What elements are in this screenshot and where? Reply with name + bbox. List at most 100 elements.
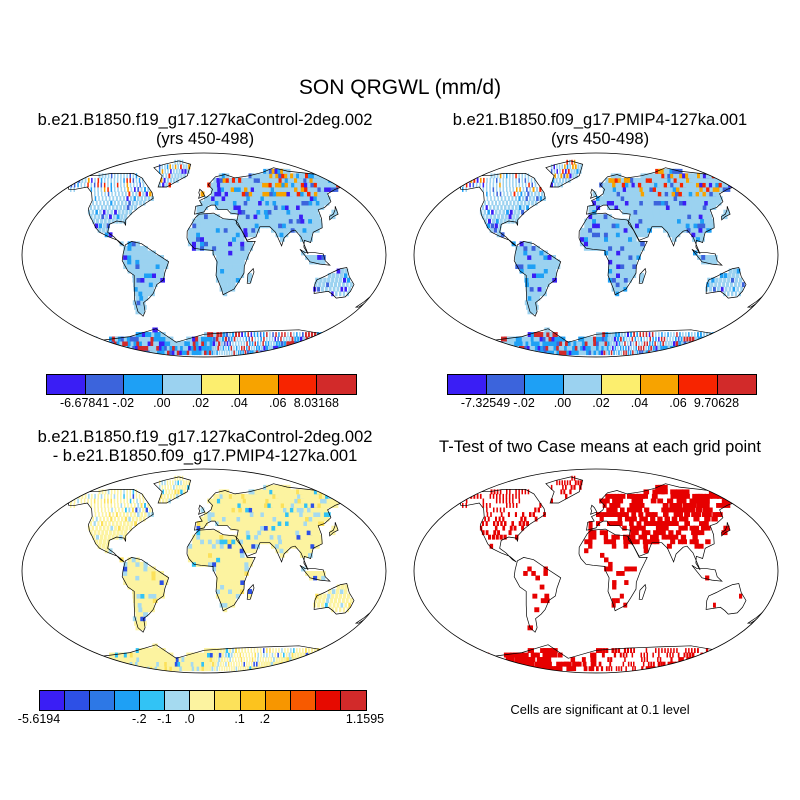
map-grid-cell bbox=[196, 209, 201, 215]
map-grid-cell bbox=[288, 205, 295, 210]
map-grid-cell bbox=[250, 177, 256, 183]
map-grid-cell bbox=[155, 575, 160, 581]
map-grid-cell bbox=[283, 168, 291, 174]
map-grid-cell bbox=[224, 187, 229, 192]
map-grid-cell bbox=[660, 345, 663, 351]
map-grid-cell bbox=[227, 218, 232, 224]
map-grid-cell bbox=[641, 182, 647, 188]
map-grid-cell bbox=[339, 498, 348, 504]
map-grid-cell bbox=[239, 232, 245, 238]
map-grid-cell bbox=[493, 507, 495, 513]
map-grid-cell bbox=[233, 336, 236, 342]
map-grid-cell bbox=[495, 534, 499, 540]
map-grid-cell bbox=[105, 196, 107, 201]
map-grid-cell bbox=[665, 345, 669, 351]
map-grid-cell bbox=[477, 657, 488, 662]
map-grid-cell bbox=[270, 187, 277, 192]
map-grid-cell bbox=[248, 345, 250, 351]
map-grid-cell bbox=[229, 498, 235, 504]
map-grid-cell bbox=[487, 200, 490, 206]
map-grid-cell bbox=[110, 200, 113, 206]
map-grid-cell bbox=[163, 575, 169, 581]
map-grid-cell bbox=[480, 657, 491, 662]
map-grid-cell bbox=[527, 268, 533, 274]
map-grid-cell bbox=[113, 493, 116, 499]
map-grid-cell bbox=[224, 336, 227, 342]
map-grid-cell bbox=[226, 666, 228, 672]
map-grid-cell bbox=[222, 332, 226, 337]
map-grid-cell bbox=[544, 273, 549, 278]
panel-3-colorbar: -5.6194 -.2 -.1.0.1.2 1.1595 bbox=[18, 690, 384, 730]
map-grid-cell bbox=[526, 291, 532, 297]
map-grid-cell bbox=[510, 191, 512, 197]
map-grid-cell bbox=[269, 332, 271, 337]
map-grid-cell bbox=[251, 350, 254, 356]
map-grid-cell bbox=[642, 187, 648, 192]
map-grid-cell bbox=[127, 557, 132, 563]
map-grid-cell bbox=[525, 282, 531, 288]
map-grid-cell bbox=[102, 666, 115, 672]
map-grid-cell bbox=[80, 182, 83, 188]
map-grid-cell bbox=[133, 196, 136, 201]
map-grid-cell bbox=[507, 350, 518, 356]
map-grid-cell bbox=[588, 539, 593, 545]
panel-2-title: b.e21.B1850.f09_g17.PMIP4-127ka.001 (yrs… bbox=[400, 111, 800, 149]
map-grid-cell bbox=[702, 332, 705, 337]
map-grid-cell bbox=[94, 657, 104, 662]
map-grid-cell bbox=[624, 273, 629, 278]
map-grid-cell bbox=[182, 345, 188, 351]
map-grid-cell bbox=[219, 648, 223, 653]
map-grid-cell bbox=[326, 282, 330, 288]
map-grid-cell bbox=[313, 648, 317, 653]
map-grid-cell bbox=[263, 648, 265, 653]
map-grid-cell bbox=[214, 503, 219, 508]
map-grid-cell bbox=[210, 507, 215, 513]
map-grid-cell bbox=[256, 177, 263, 183]
map-grid-cell bbox=[545, 661, 552, 667]
map-grid-cell bbox=[623, 350, 625, 356]
map-grid-cell bbox=[630, 214, 635, 220]
map-grid-cell bbox=[634, 530, 639, 536]
map-grid-cell bbox=[334, 598, 337, 604]
map-grid-cell bbox=[125, 507, 127, 513]
map-grid-cell bbox=[243, 543, 249, 549]
map-grid-cell bbox=[282, 539, 288, 545]
map-grid-cell bbox=[292, 218, 298, 224]
map-grid-cell bbox=[247, 493, 253, 499]
map-grid-cell bbox=[303, 521, 310, 526]
map-grid-cell bbox=[249, 196, 255, 201]
map-grid-cell bbox=[684, 350, 691, 356]
map-grid-cell bbox=[99, 525, 102, 531]
map-grid-cell bbox=[507, 512, 510, 517]
map-grid-cell bbox=[163, 259, 169, 265]
map-grid-cell bbox=[342, 607, 346, 613]
map-grid-cell bbox=[138, 291, 144, 297]
map-grid-cell bbox=[504, 214, 508, 220]
map-grid-cell bbox=[80, 498, 83, 504]
map-grid-cell bbox=[668, 507, 674, 513]
map-grid-cell bbox=[247, 200, 253, 206]
map-grid-cell bbox=[515, 218, 519, 224]
map-grid-cell bbox=[671, 191, 678, 197]
colorbar-swatch bbox=[340, 691, 366, 710]
map-grid-cell bbox=[640, 209, 646, 215]
map-grid-cell bbox=[653, 530, 659, 536]
map-grid-cell bbox=[639, 232, 645, 238]
map-grid-cell bbox=[334, 282, 337, 288]
map-grid-cell bbox=[233, 205, 239, 210]
map-grid-cell bbox=[215, 543, 221, 549]
map-grid-cell bbox=[275, 332, 277, 337]
map-grid-cell bbox=[533, 652, 540, 658]
map-grid-cell bbox=[511, 218, 515, 224]
map-grid-cell bbox=[286, 191, 293, 197]
map-grid-cell bbox=[616, 245, 621, 251]
map-grid-cell bbox=[228, 350, 231, 356]
map-grid-cell bbox=[500, 512, 503, 517]
map-grid-cell bbox=[669, 521, 676, 526]
map-grid-cell bbox=[147, 503, 150, 508]
map-grid-cell bbox=[262, 191, 268, 197]
map-grid-cell bbox=[700, 200, 707, 206]
map-grid-cell bbox=[328, 286, 332, 292]
map-grid-cell bbox=[233, 182, 238, 188]
map-grid-cell bbox=[274, 336, 276, 342]
